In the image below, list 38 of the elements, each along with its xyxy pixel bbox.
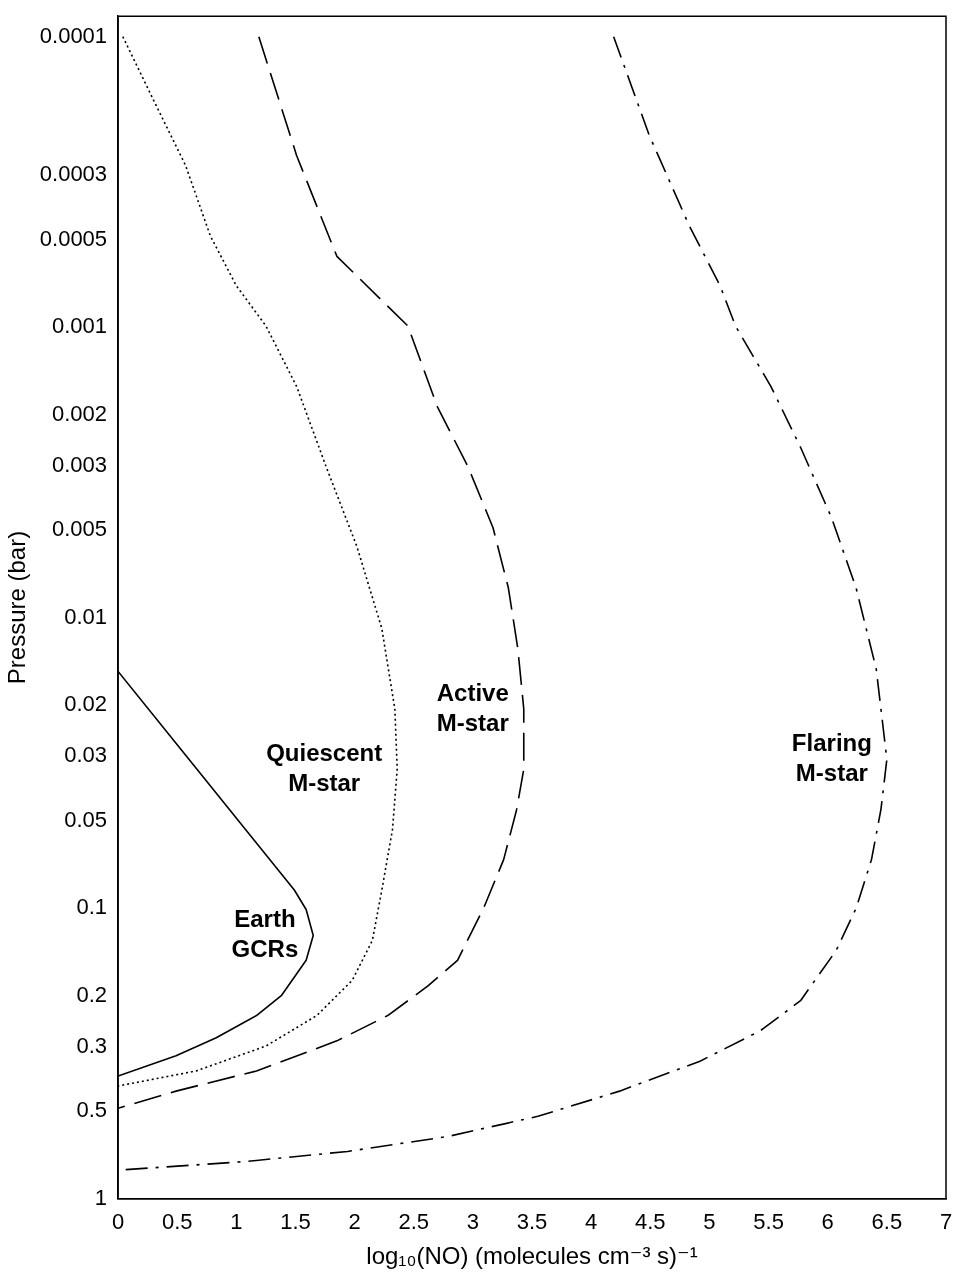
x-tick-label: 4.5 [635, 1209, 666, 1235]
x-tick-label: 3.5 [516, 1209, 548, 1235]
y-tick-label: 0.02 [64, 691, 108, 717]
y-tick-label: 0.05 [64, 806, 108, 832]
y-tick-label: 0.03 [64, 742, 108, 768]
y-tick-label: 0.005 [52, 516, 108, 542]
x-tick-label: 5.5 [753, 1209, 784, 1235]
series-label: Flaring M-star [791, 728, 872, 786]
x-tick-label: 5 [703, 1209, 716, 1235]
series-label: Active M-star [436, 678, 509, 736]
x-tick-label: 2 [348, 1209, 361, 1235]
x-tick-label: 2.5 [398, 1209, 430, 1235]
x-tick-label: 4 [585, 1209, 598, 1235]
y-tick-label: 0.1 [76, 894, 108, 920]
y-tick-label: 0.0005 [39, 225, 108, 251]
y-tick-label: 0.01 [64, 603, 108, 629]
y-tick-label: 0.3 [76, 1032, 108, 1058]
y-tick-label: 1 [94, 1184, 108, 1210]
x-tick-label: 1.5 [280, 1209, 311, 1235]
y-tick-label: 0.5 [76, 1097, 108, 1123]
y-tick-label: 0.2 [76, 981, 108, 1007]
x-tick-label: 3 [466, 1209, 480, 1235]
y-axis-title: Pressure (bar) [3, 530, 31, 685]
series-label: Earth GCRs [231, 905, 299, 963]
x-tick-label: 6 [821, 1209, 834, 1235]
x-axis-title: log₁₀(NO) (molecules cm⁻³ s)⁻¹ [366, 1242, 698, 1270]
x-tick-label: 1 [230, 1209, 243, 1235]
series-label: Quiescent M-star [266, 738, 383, 796]
x-tick-label: 6.5 [871, 1209, 903, 1235]
y-tick-label: 0.003 [52, 451, 108, 477]
x-tick-label: 0.5 [161, 1209, 193, 1235]
y-tick-label: 0.001 [52, 313, 108, 339]
x-tick-label: 7 [939, 1209, 953, 1235]
line-series [124, 35, 888, 1171]
y-tick-label: 0.0003 [39, 161, 108, 187]
x-tick-label: 0 [111, 1209, 125, 1235]
y-tick-label: 0.002 [52, 400, 108, 426]
y-tick-label: 0.0001 [39, 22, 108, 48]
